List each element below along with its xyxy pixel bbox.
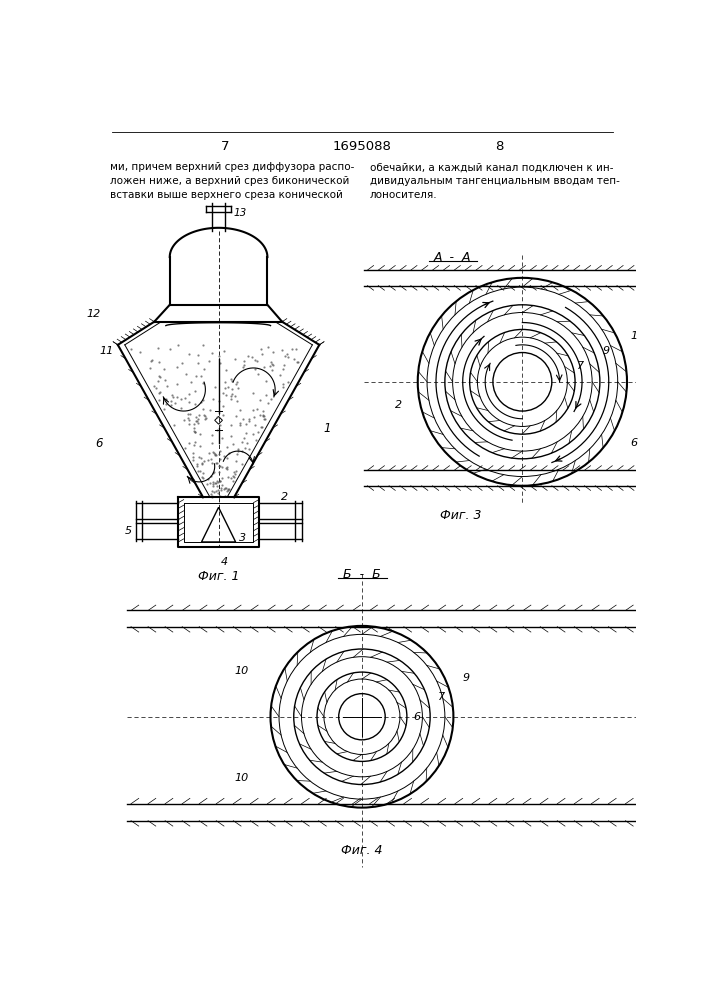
Text: 10: 10 (235, 666, 249, 676)
Text: обечайки, а каждый канал подключен к ин-
дивидуальным тангенциальным вводам теп-: обечайки, а каждый канал подключен к ин-… (370, 162, 619, 200)
Text: 4: 4 (221, 557, 228, 567)
Text: 11: 11 (100, 346, 114, 356)
Text: 1: 1 (323, 422, 331, 434)
Text: 6: 6 (630, 438, 637, 448)
Polygon shape (215, 416, 223, 424)
Text: 2: 2 (395, 400, 402, 410)
Text: 6: 6 (95, 437, 103, 450)
Text: 6: 6 (413, 712, 420, 722)
Text: 13: 13 (233, 208, 247, 218)
Text: 7: 7 (438, 692, 445, 702)
Text: 7: 7 (221, 140, 229, 153)
Text: 12: 12 (86, 309, 101, 319)
Text: 8: 8 (495, 140, 503, 153)
Text: ми, причем верхний срез диффузора распо-
ложен ниже, а верхний срез биконической: ми, причем верхний срез диффузора распо-… (110, 162, 354, 200)
Text: 1695088: 1695088 (332, 140, 392, 153)
Text: 7: 7 (578, 361, 585, 371)
Text: 1: 1 (630, 331, 637, 341)
Text: Фиг. 3: Фиг. 3 (440, 509, 481, 522)
Text: 2: 2 (281, 492, 288, 502)
Text: А  -  А: А - А (434, 251, 472, 264)
Text: 9: 9 (462, 673, 470, 683)
Text: Фиг. 1: Фиг. 1 (198, 570, 240, 583)
Text: 5: 5 (124, 526, 132, 536)
Text: 9: 9 (602, 346, 609, 356)
Text: 10: 10 (235, 773, 249, 783)
Text: Фиг. 4: Фиг. 4 (341, 844, 382, 857)
Text: 3: 3 (239, 533, 246, 543)
Text: Б  -  Б: Б - Б (343, 568, 381, 581)
